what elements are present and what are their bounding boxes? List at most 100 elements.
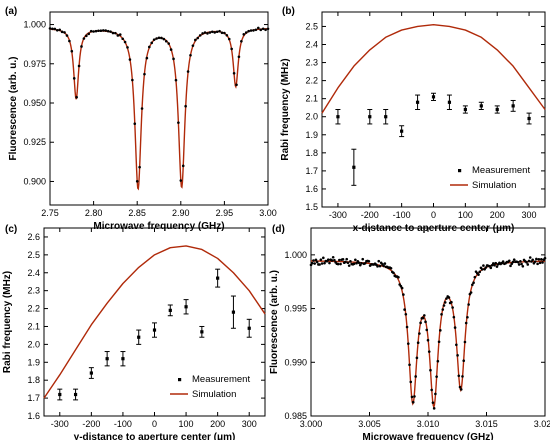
x-tick-label: 2.95 — [216, 208, 234, 218]
data-point — [152, 38, 156, 41]
data-point — [463, 107, 467, 112]
data-point — [82, 37, 86, 40]
data-point — [435, 375, 438, 378]
data-point — [384, 115, 388, 119]
plot-frame — [321, 11, 546, 208]
data-point — [376, 265, 379, 268]
legend-label-measurement: Measurement — [472, 165, 530, 176]
data-point — [328, 261, 331, 265]
data-point — [536, 262, 539, 266]
data-point — [232, 72, 236, 75]
data-point — [341, 258, 345, 261]
panel-label: (c) — [5, 224, 17, 235]
x-tick-label: 3.000 — [300, 419, 323, 429]
y-tick-label: 2.6 — [27, 232, 40, 242]
data-point — [477, 273, 480, 276]
data-point — [450, 300, 453, 304]
data-point — [415, 356, 419, 360]
data-point — [533, 260, 537, 263]
data-point — [106, 29, 110, 33]
data-point — [189, 53, 192, 57]
data-point — [535, 257, 538, 261]
data-point — [313, 262, 316, 265]
x-tick-label: -100 — [114, 419, 132, 429]
data-point — [97, 29, 100, 33]
legend-label-measurement: Measurement — [192, 374, 250, 385]
y-tick-label: 2.1 — [305, 94, 318, 104]
data-point — [447, 100, 452, 104]
data-point — [397, 276, 400, 279]
data-point — [400, 129, 404, 133]
data-point — [440, 313, 443, 316]
x-tick-label: 3.00 — [259, 208, 277, 218]
y-tick-label: 2.3 — [305, 58, 318, 68]
data-point — [443, 301, 447, 304]
data-point — [463, 340, 467, 344]
data-point — [467, 303, 470, 306]
x-tick-label: 0 — [431, 210, 436, 220]
data-point — [314, 258, 318, 262]
data-point — [482, 264, 485, 267]
plot-frame — [43, 227, 266, 417]
data-point — [378, 264, 382, 268]
x-tick-label: 200 — [490, 210, 505, 220]
panel-c: -300 -200 -100 0 100 200 300 1.6 1.7 1.8 1.9 2.0 2.1… — [2, 224, 266, 440]
data-point — [179, 179, 183, 182]
data-point — [424, 320, 427, 324]
x-tick-label: 2.80 — [85, 208, 103, 218]
y-tick-label: 1.000 — [284, 250, 307, 260]
data-point — [361, 257, 365, 261]
data-point — [383, 262, 387, 265]
x-tick-label: -300 — [329, 210, 347, 220]
data-point — [404, 312, 408, 316]
data-point — [461, 375, 464, 378]
data-point — [447, 296, 451, 299]
data-point — [360, 261, 363, 265]
data-point — [538, 261, 542, 265]
data-point — [60, 30, 64, 34]
x-tick-label: 300 — [242, 419, 257, 429]
data-point — [75, 95, 78, 99]
data-point — [344, 260, 347, 264]
data-point — [310, 261, 314, 265]
data-point — [168, 308, 172, 312]
data-point — [89, 29, 93, 33]
panel-a: 2.75 2.80 2.85 2.90 2.95 3.00 0.900 0.925 0.950 0… — [5, 6, 277, 232]
data-point — [423, 314, 426, 317]
data-point — [208, 31, 212, 34]
y-axis-label: Rabi frequency (MHz) — [2, 271, 13, 373]
legend-label-simulation: Simulation — [472, 180, 516, 191]
data-point — [200, 330, 204, 334]
data-point — [252, 29, 255, 32]
data-point — [462, 359, 466, 362]
data-point — [490, 263, 494, 267]
data-point — [442, 304, 446, 307]
data-point — [413, 395, 416, 398]
y-tick-label: 1.8 — [27, 375, 40, 385]
data-point — [231, 310, 236, 314]
data-point — [501, 260, 505, 263]
y-tick-label: 2.5 — [27, 250, 40, 260]
panel-label: (a) — [5, 6, 17, 17]
data-point — [414, 375, 417, 378]
data-point — [87, 32, 91, 36]
data-point — [167, 42, 170, 45]
data-point — [89, 371, 93, 375]
x-tick-label: 3.020 — [534, 419, 550, 429]
x-tick-label: 2.85 — [128, 208, 146, 218]
data-point — [266, 27, 270, 31]
data-point — [148, 45, 151, 49]
y-tick-label: 2.4 — [27, 268, 40, 278]
data-point — [473, 275, 477, 279]
data-point — [368, 115, 372, 119]
data-point — [416, 341, 420, 345]
x-tick-label: 2.75 — [41, 208, 59, 218]
data-point — [184, 305, 188, 309]
data-point — [455, 343, 458, 347]
data-point — [152, 328, 157, 332]
plot-frame — [310, 227, 546, 417]
data-point — [322, 256, 325, 260]
data-point — [399, 284, 403, 288]
data-point — [419, 321, 422, 325]
